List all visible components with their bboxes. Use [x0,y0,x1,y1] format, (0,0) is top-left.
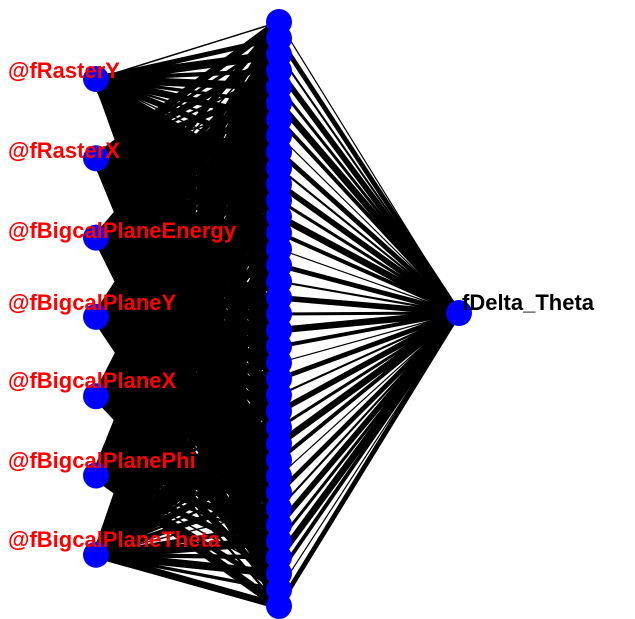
hidden-node-36 [266,593,292,619]
edge-input-0-hidden-0 [95,21,280,80]
input-node-0 [83,66,109,92]
edge-hidden-15-output [278,263,460,316]
output-label-fdelta-theta: fDelta_Theta [462,290,595,315]
edge-hidden-17-output [278,294,460,316]
input-node-1 [83,145,109,172]
edge-hidden-27-output [277,311,461,462]
input-node-5 [83,462,109,489]
input-label-frasterx: @fRasterX [8,138,120,163]
edge-hidden-26-output [277,310,461,447]
edge-hidden-3-output [276,68,462,315]
edge-input-6-hidden-34 [95,550,280,578]
edge-hidden-6-output [277,118,461,315]
edge-input-6-hidden-36 [95,551,280,610]
input-label-fbigcalplanex: @fBigcalPlaneX [8,368,177,393]
edge-input-6-hidden-29 [95,489,280,558]
edge-hidden-14-output [278,248,460,314]
edge-hidden-21-output [278,312,460,364]
edge-hidden-34-output [277,311,461,575]
edge-hidden-22-output [278,310,460,382]
edge-hidden-24-output [277,310,461,414]
edge-hidden-13-output [278,231,460,315]
input-node-2 [83,224,109,251]
edge-input-6-hidden-27 [94,456,281,558]
edge-hidden-8-output [277,149,461,315]
edge-hidden-12-output [277,213,461,316]
edge-input-6-hidden-25 [93,424,282,559]
input-label-fbigcalplaney: @fBigcalPlaneY [8,290,177,315]
edge-input-1-hidden-0 [93,18,282,162]
edge-hidden-10-output [277,181,461,316]
input-label-fbigcalplaneenergy: @fBigcalPlaneEnergy [8,218,237,243]
edge-hidden-20-output [278,311,460,349]
edge-input-2-hidden-0 [93,20,282,240]
edge-input-6-hidden-32 [95,536,280,560]
edge-input-6-hidden-18 [93,311,282,557]
edge-input-6-hidden-20 [93,344,282,557]
node-group [83,9,472,619]
edge-group [91,18,462,610]
input-label-fbigcalplanephi: @fBigcalPlanePhi [8,448,196,473]
edge-hidden-19-output [278,309,460,334]
output-node [446,300,472,326]
edge-hidden-36-output [276,311,462,608]
input-label-fbigcalplanetheta: @fBigcalPlaneTheta [8,527,221,552]
input-node-4 [83,383,109,410]
edge-hidden-29-output [277,311,461,495]
edge-hidden-1-output [276,36,462,315]
input-node-6 [83,541,109,568]
input-node-3 [83,303,109,330]
input-label-frastery: @fRasterY [8,58,120,83]
edge-input-6-hidden-30 [95,507,280,556]
edge-input-6-hidden-23 [93,391,282,559]
